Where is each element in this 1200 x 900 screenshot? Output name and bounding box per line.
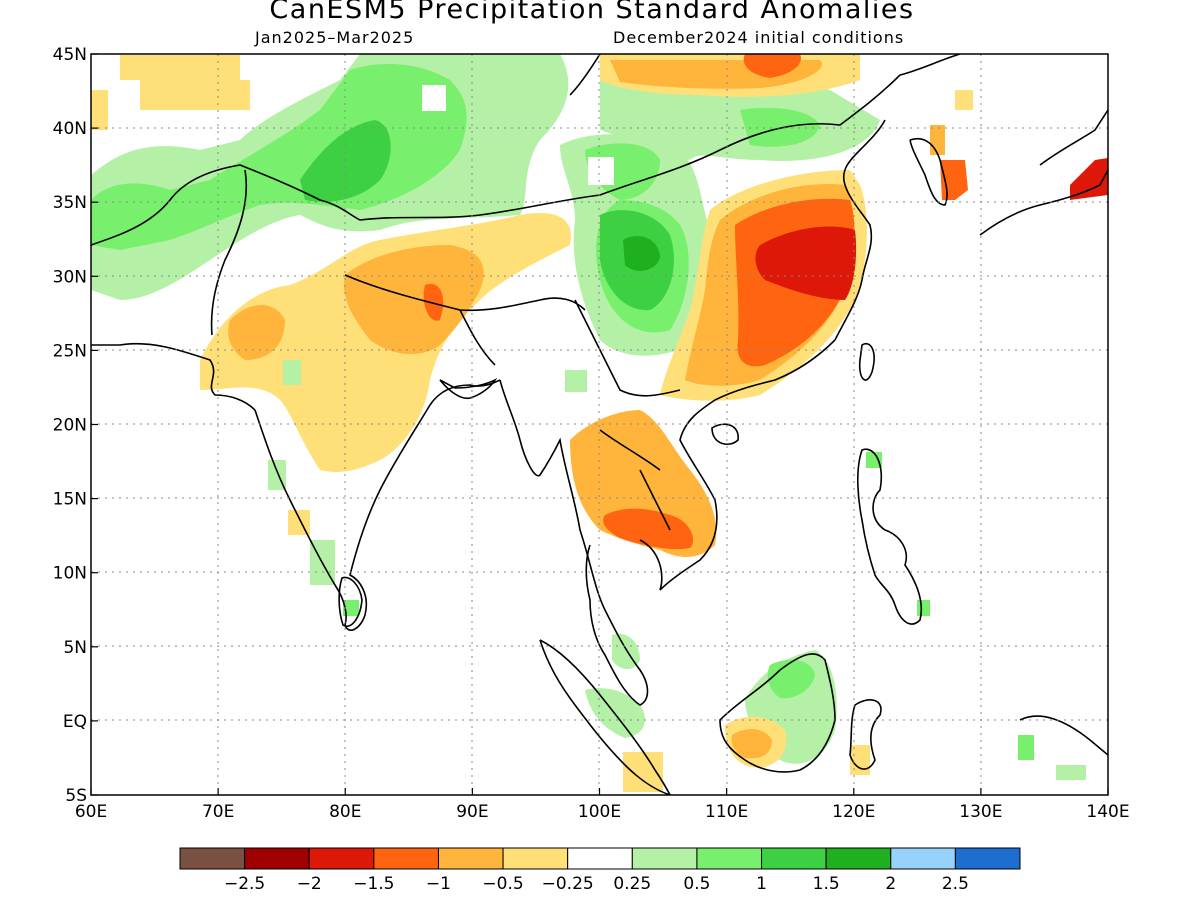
y-tick-label: 5N xyxy=(63,638,87,658)
y-tick-label: EQ xyxy=(63,712,87,732)
coastlines xyxy=(91,54,1108,795)
anomaly-region xyxy=(228,305,285,360)
initial-conditions: December2024 initial conditions xyxy=(613,28,905,47)
legend-swatch xyxy=(179,847,246,870)
x-tick-label: 100E xyxy=(578,802,621,822)
anomaly-region xyxy=(740,107,820,147)
anomaly-region xyxy=(343,600,359,616)
x-tick-label: 130E xyxy=(959,802,1002,822)
legend-label: −1 xyxy=(426,874,451,894)
anomaly-region xyxy=(91,90,108,130)
anomaly-region xyxy=(930,125,945,155)
legend-swatch xyxy=(244,847,310,870)
anomaly-region xyxy=(1056,765,1086,780)
anomaly-region xyxy=(866,452,882,468)
anomaly-region xyxy=(623,236,660,271)
anomaly-region xyxy=(283,360,301,385)
anomaly-region xyxy=(120,55,240,80)
y-tick-label: 45N xyxy=(53,45,87,65)
anomaly-region xyxy=(422,85,446,111)
anomaly-region xyxy=(565,370,587,392)
y-tick-label: 10N xyxy=(53,564,87,584)
x-tick-label: 120E xyxy=(832,802,875,822)
anomaly-region xyxy=(91,64,467,250)
x-tick-label: 140E xyxy=(1086,802,1129,822)
anomaly-region xyxy=(955,90,973,110)
legend-swatch xyxy=(631,847,698,870)
anomaly-region xyxy=(850,745,870,775)
axis-ticks: 60E 70E 80E 90E 100E 110E 120E 130E 140E 45N 40N 35… xyxy=(53,45,1130,822)
anomaly-region xyxy=(344,245,484,355)
anomaly-region xyxy=(731,728,772,759)
legend-label: 1.5 xyxy=(813,874,840,894)
legend-label: 0.5 xyxy=(683,874,710,894)
legend-label: −2.5 xyxy=(224,874,265,894)
anomaly-region xyxy=(743,54,801,78)
anomaly-region xyxy=(755,226,857,300)
x-tick-label: 110E xyxy=(705,802,748,822)
legend-label: −0.5 xyxy=(482,874,523,894)
x-tick-label: 70E xyxy=(202,802,234,822)
legend-label: 0.25 xyxy=(613,874,651,894)
legend-swatch xyxy=(696,847,763,870)
map-title: CanESM5 Precipitation Standard Anomalies xyxy=(269,0,915,25)
legend-swatch xyxy=(373,847,439,870)
anomaly-region xyxy=(588,157,614,185)
legend-label: 2 xyxy=(885,874,896,894)
legend-swatch xyxy=(890,847,956,870)
legend-swatch xyxy=(761,847,827,870)
legend-label: 2.5 xyxy=(942,874,969,894)
anomaly-region xyxy=(140,80,250,110)
x-tick-label: 60E xyxy=(75,802,107,822)
y-tick-label: 20N xyxy=(53,416,87,436)
anomaly-region xyxy=(1070,158,1108,200)
legend-label: −2 xyxy=(297,874,322,894)
legend-swatch xyxy=(437,847,504,870)
legend-label: 1 xyxy=(756,874,767,894)
anomaly-region xyxy=(917,600,930,616)
y-tick-label: 5S xyxy=(65,786,87,806)
legend-swatch xyxy=(825,847,892,870)
forecast-period: Jan2025–Mar2025 xyxy=(255,28,415,47)
grid-lines xyxy=(91,54,1108,795)
x-tick-label: 80E xyxy=(329,802,361,822)
y-tick-label: 40N xyxy=(53,119,87,139)
legend-label: −1.5 xyxy=(353,874,394,894)
y-tick-label: 25N xyxy=(53,341,87,361)
y-tick-label: 15N xyxy=(53,490,87,510)
y-tick-label: 35N xyxy=(53,193,87,213)
anomaly-region xyxy=(1018,735,1034,760)
legend-label: −0.25 xyxy=(542,874,594,894)
x-tick-label: 90E xyxy=(456,802,488,822)
y-tick-label: 30N xyxy=(53,267,87,287)
legend-swatch xyxy=(567,847,633,870)
anomaly-region xyxy=(603,508,694,550)
anomaly-region xyxy=(423,284,444,321)
legend-colorbar: −2.5 −2 −1.5 −1 −0.5 −0.25 0.25 0.5 1 1.5 2 2.5 xyxy=(179,847,1021,894)
legend-swatch xyxy=(502,847,569,870)
legend-swatch xyxy=(308,847,375,870)
anomaly-field xyxy=(91,54,1108,792)
legend-swatch xyxy=(954,847,1021,870)
